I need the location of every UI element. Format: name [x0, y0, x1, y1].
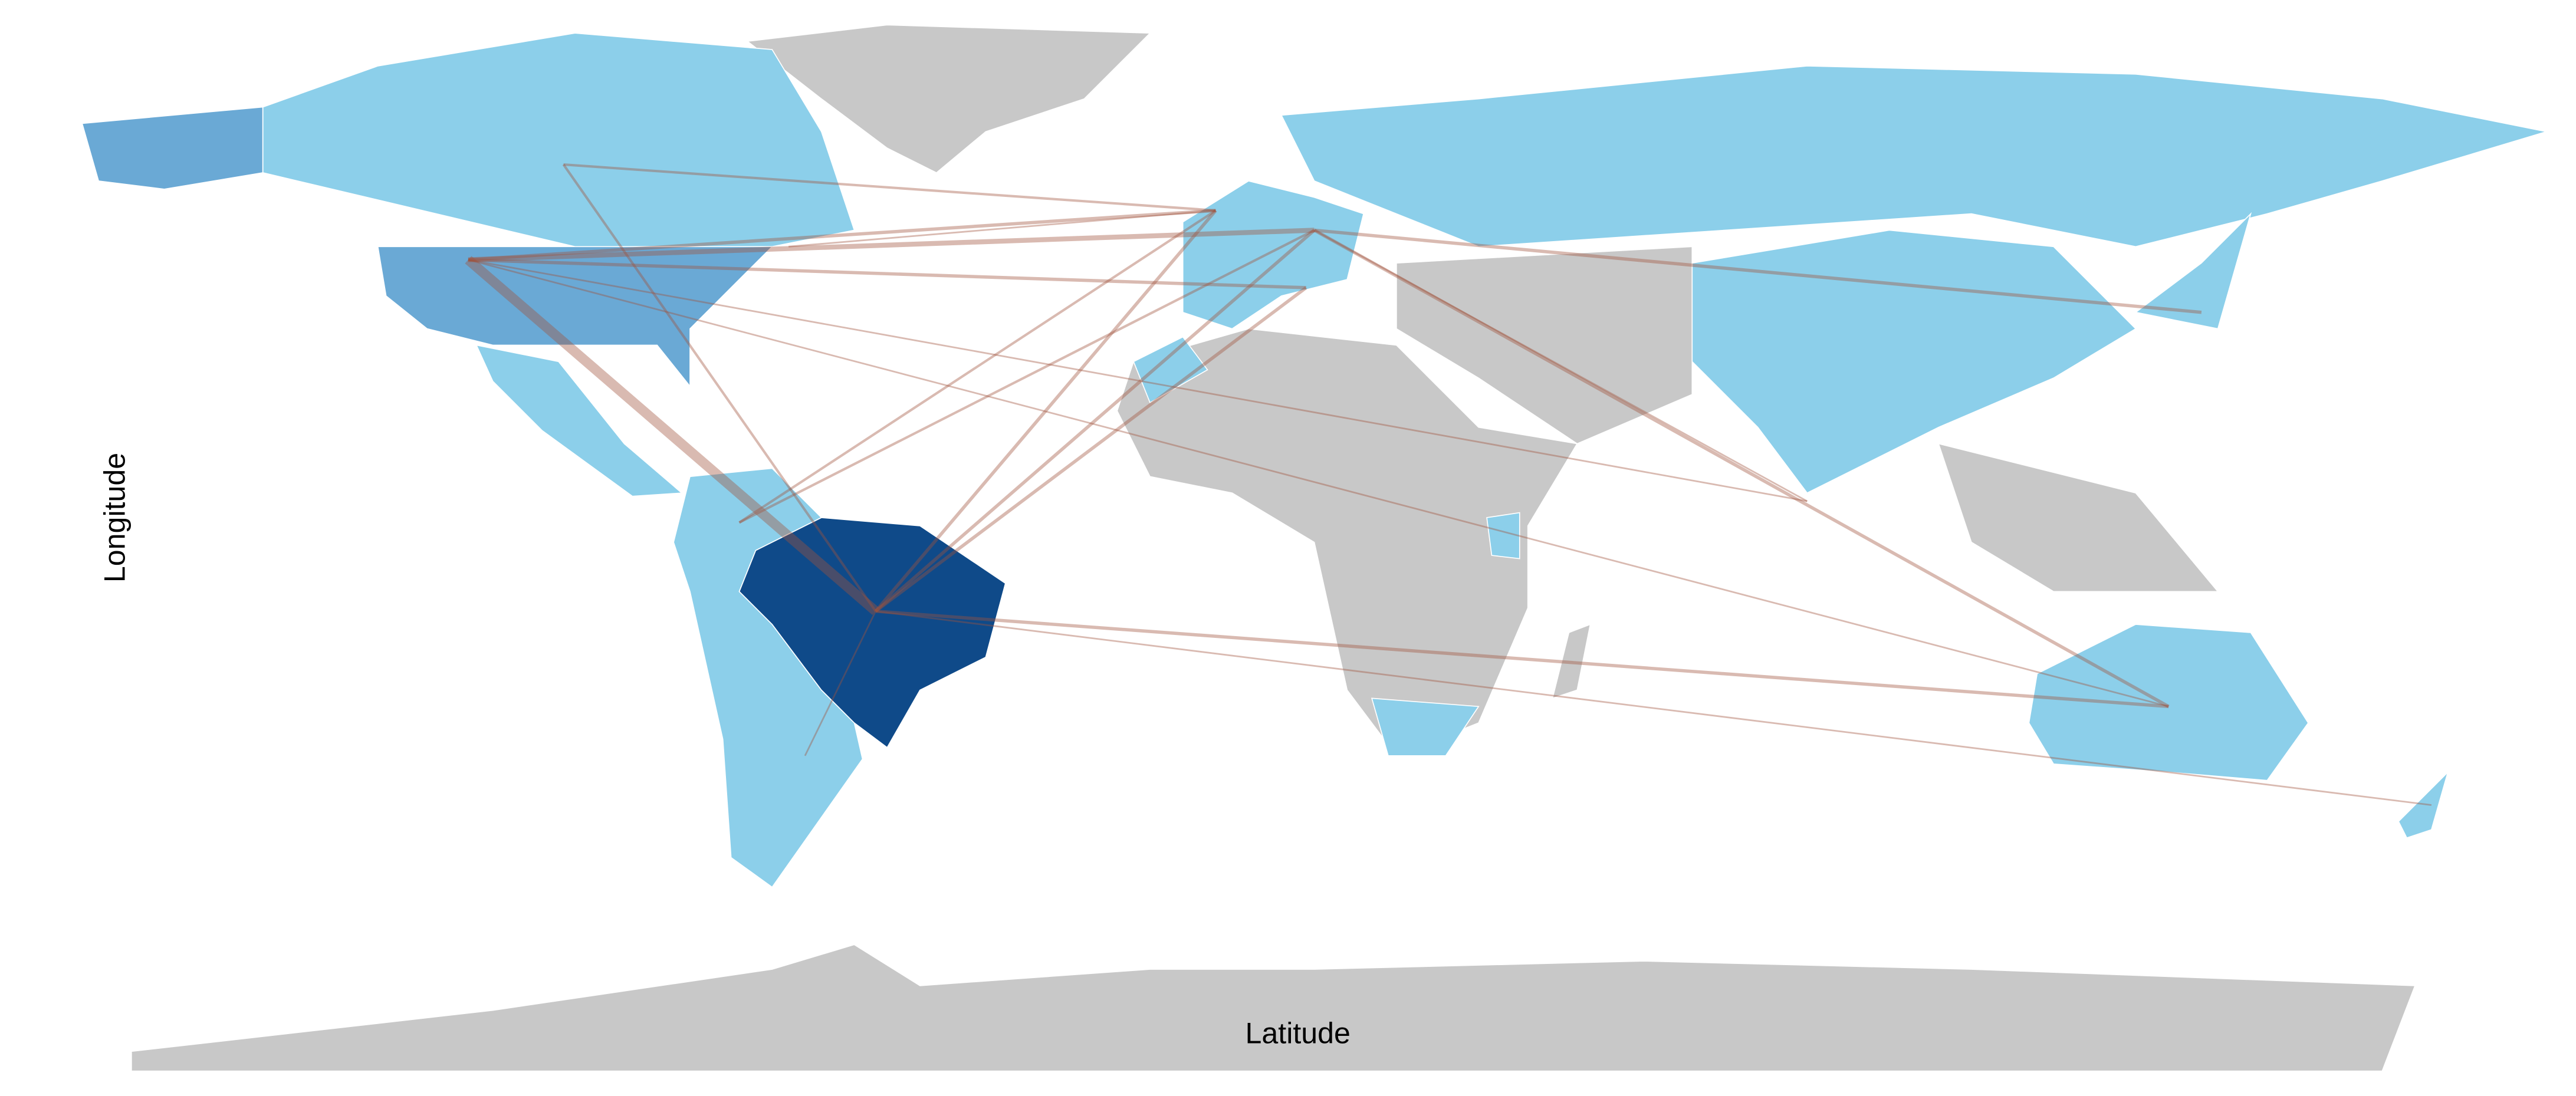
link [788, 209, 1216, 248]
madagascar [1552, 623, 1591, 699]
greenland [746, 24, 1151, 173]
canada [262, 32, 855, 248]
japan [2134, 212, 2252, 330]
y-axis-label: Longitude [98, 453, 132, 582]
china-india [1691, 229, 2137, 494]
morocco [1133, 336, 1208, 404]
kenya [1486, 512, 1520, 559]
middle-east [1396, 246, 1693, 445]
link [563, 163, 1216, 212]
brazil [738, 517, 1006, 749]
africa [1116, 328, 1578, 756]
link [468, 259, 1808, 502]
southeast-asia [1937, 443, 2219, 593]
europe [1182, 180, 1365, 330]
link [468, 258, 1306, 289]
link [468, 209, 1216, 262]
link [468, 228, 1315, 262]
link [1313, 229, 1808, 502]
new-zealand [2398, 770, 2449, 839]
link [874, 229, 1316, 613]
link [468, 259, 2169, 707]
link [804, 611, 877, 756]
australia [2028, 624, 2309, 781]
antarctica [131, 944, 2416, 1072]
usa [377, 246, 774, 388]
link [465, 256, 879, 616]
russia [1280, 65, 2547, 248]
central-america [475, 344, 684, 497]
south-africa [1371, 697, 1480, 756]
links [465, 163, 2432, 806]
link [562, 163, 877, 612]
link [875, 286, 1307, 613]
link [874, 209, 1217, 613]
link [738, 229, 1315, 524]
link [875, 609, 2169, 709]
link [1314, 228, 2202, 314]
alaska [81, 106, 264, 190]
countries [81, 24, 2547, 1072]
link [1313, 229, 2170, 708]
link [738, 209, 1217, 524]
link [875, 610, 2432, 806]
x-axis-label: Latitude [1246, 1016, 1351, 1049]
